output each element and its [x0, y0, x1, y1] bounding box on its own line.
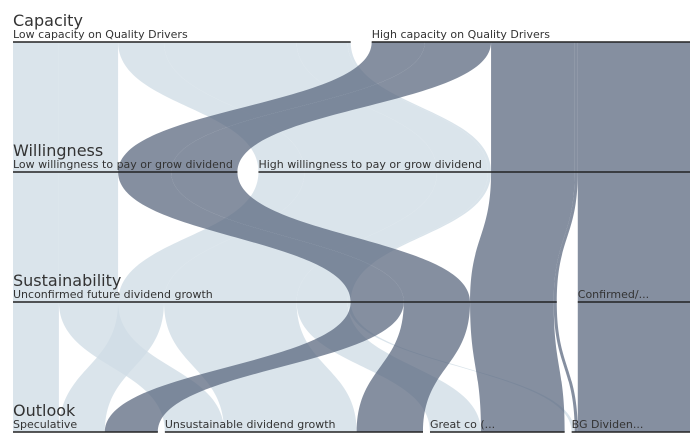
ribbon-cap_high-will_low-sus_unconf-out_unsus-seg0[interactable] — [171, 42, 492, 172]
node-label-will_high: High willingness to pay or grow dividend — [258, 158, 481, 171]
node-label-out_bg: BG Dividen... — [572, 418, 644, 431]
ribbon-cap_high-will_high-sus_unconf-out_great-seg0[interactable] — [491, 42, 575, 172]
ribbon-cap_low-will_high-sus_unconf-out_great-seg0[interactable] — [296, 42, 488, 172]
ribbon-cap_low-will_high-sus_unconf-out_bg-seg2[interactable] — [347, 302, 575, 432]
ribbon-layer — [13, 42, 690, 432]
ribbon-cap_high-will_high-sus_conf-out_bg-seg0[interactable] — [577, 42, 690, 172]
ribbon-cap_high-will_low-sus_unconf-out_spec-seg2[interactable] — [104, 302, 404, 432]
ribbon-cap_low-will_high-sus_unconf-out_bg-seg1[interactable] — [347, 172, 492, 302]
ribbon-cap_high-will_low-sus_unconf-out_unsus-seg2[interactable] — [356, 302, 471, 432]
node-label-will_low: Low willingness to pay or grow dividend — [13, 158, 233, 171]
node-label-cap_high: High capacity on Quality Drivers — [372, 28, 551, 41]
level-title-0: Capacity — [13, 11, 83, 30]
ribbon-cap_high-will_high-sus_unconf-out_great-seg2[interactable] — [470, 302, 565, 432]
node-label-cap_low: Low capacity on Quality Drivers — [13, 28, 188, 41]
node-label-out_spec: Speculative — [13, 418, 77, 431]
ribbon-cap_high-will_low-sus_unconf-out_spec-seg1[interactable] — [118, 172, 404, 302]
node-label-sus_unconf: Unconfirmed future dividend growth — [13, 288, 213, 301]
ribbon-cap_low-will_low-sus_unconf-out_spec-seg1[interactable] — [13, 172, 59, 302]
ribbon-cap_low-will_high-sus_unconf-out_bg-seg0[interactable] — [347, 42, 492, 172]
ribbon-cap_low-will_low-sus_unconf-out_unsus-seg1[interactable] — [58, 172, 119, 302]
ribbon-cap_low-will_high-sus_unconf-out_spec-seg2[interactable] — [58, 302, 164, 432]
level-title-1: Willingness — [13, 141, 103, 160]
node-label-out_unsus: Unsustainable dividend growth — [165, 418, 336, 431]
ribbon-cap_high-will_low-sus_unconf-out_unsus-seg1[interactable] — [171, 172, 471, 302]
ribbon-cap_high-will_low-sus_unconf-out_spec-seg0[interactable] — [118, 42, 425, 172]
ribbon-cap_high-will_high-sus_unconf-out_bg-seg1[interactable] — [553, 172, 578, 302]
ribbon-cap_low-will_low-sus_unconf-out_spec-seg2[interactable] — [13, 302, 59, 432]
level-title-3: Outlook — [13, 401, 76, 420]
node-label-sus_conf: Confirmed/... — [578, 288, 649, 301]
ribbon-cap_high-will_high-sus_unconf-out_bg-seg0[interactable] — [574, 42, 578, 172]
ribbon-cap_low-will_low-sus_unconf-out_unsus-seg0[interactable] — [58, 42, 119, 172]
node-label-out_great: Great co (... — [430, 418, 495, 431]
ribbon-cap_low-will_low-sus_unconf-out_spec-seg0[interactable] — [13, 42, 59, 172]
ribbon-cap_high-will_high-sus_unconf-out_bg-seg2[interactable] — [553, 302, 578, 432]
ribbon-cap_high-will_high-sus_unconf-out_great-seg1[interactable] — [470, 172, 575, 302]
level-title-2: Sustainability — [13, 271, 121, 290]
ribbon-cap_high-will_high-sus_conf-out_bg-seg2[interactable] — [577, 302, 690, 432]
ribbon-cap_high-will_high-sus_conf-out_bg-seg1[interactable] — [577, 172, 690, 302]
